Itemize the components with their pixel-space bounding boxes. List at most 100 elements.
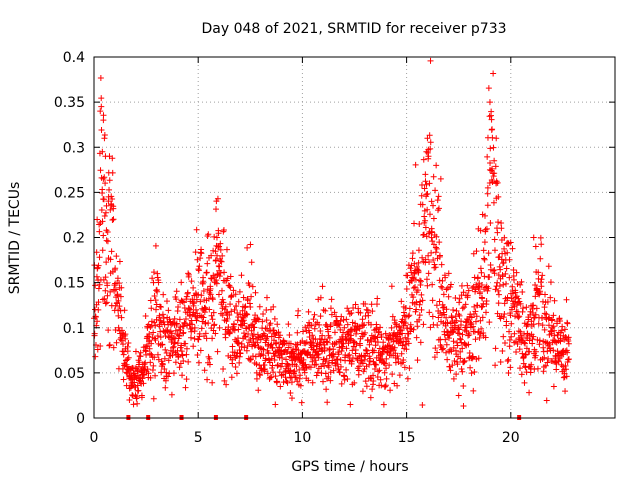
data-point — [471, 369, 478, 376]
data-point — [253, 369, 260, 376]
data-point — [368, 301, 375, 308]
data-point — [302, 324, 309, 331]
data-point — [255, 387, 262, 394]
data-point — [235, 298, 242, 305]
data-point — [150, 395, 157, 402]
data-point — [492, 345, 499, 352]
data-point — [102, 274, 109, 281]
data-point — [423, 276, 430, 283]
data-point — [412, 276, 419, 283]
data-point — [498, 220, 505, 227]
data-point — [169, 352, 176, 359]
data-point — [188, 328, 195, 335]
data-point — [216, 273, 223, 280]
data-point — [526, 348, 533, 355]
data-point — [116, 303, 123, 310]
data-point — [416, 316, 423, 323]
data-point — [492, 362, 499, 369]
data-point — [477, 330, 484, 337]
data-point — [153, 306, 160, 313]
data-point — [490, 70, 497, 77]
data-point — [402, 334, 409, 341]
data-point — [156, 323, 163, 330]
data-point — [356, 363, 363, 370]
data-point — [151, 335, 158, 342]
data-point — [513, 302, 520, 309]
data-point — [380, 339, 387, 346]
data-point — [435, 314, 442, 321]
data-point — [549, 316, 556, 323]
data-point — [564, 320, 571, 327]
data-point — [442, 336, 449, 343]
data-point — [491, 236, 498, 243]
data-point — [198, 292, 205, 299]
data-point — [178, 279, 185, 286]
data-point — [344, 375, 351, 382]
data-point — [476, 288, 483, 295]
data-point — [382, 360, 389, 367]
data-point — [120, 341, 127, 348]
data-point — [545, 355, 552, 362]
data-point — [346, 336, 353, 343]
data-point — [323, 386, 330, 393]
data-point — [376, 328, 383, 335]
data-point — [516, 313, 523, 320]
data-point — [96, 228, 103, 235]
data-point — [145, 370, 152, 377]
data-point — [192, 249, 199, 256]
data-point — [220, 366, 227, 373]
data-point — [288, 379, 295, 386]
data-point — [487, 159, 494, 166]
data-point — [146, 331, 153, 338]
data-point — [411, 260, 418, 267]
data-point — [562, 362, 569, 369]
data-point — [223, 246, 230, 253]
data-point — [162, 333, 169, 340]
data-point — [414, 266, 421, 273]
data-point — [110, 216, 117, 223]
data-point — [336, 344, 343, 351]
data-point — [357, 309, 364, 316]
data-point — [563, 296, 570, 303]
data-point — [480, 247, 487, 254]
data-point — [144, 324, 151, 331]
data-point — [251, 324, 258, 331]
data-point — [280, 379, 287, 386]
data-point — [204, 260, 211, 267]
data-point — [429, 281, 436, 288]
data-point — [485, 285, 492, 292]
data-point — [509, 245, 516, 252]
data-point — [222, 303, 229, 310]
data-point — [538, 283, 545, 290]
data-point — [458, 339, 465, 346]
data-point — [519, 350, 526, 357]
data-point — [506, 274, 513, 281]
data-point — [482, 226, 489, 233]
data-point — [218, 287, 225, 294]
data-point — [176, 333, 183, 339]
data-point — [432, 345, 439, 352]
data-point — [114, 291, 121, 298]
data-point — [488, 116, 495, 123]
data-point — [168, 330, 175, 337]
data-point — [516, 346, 523, 353]
data-point — [244, 297, 251, 304]
data-point — [422, 224, 429, 231]
data-point — [530, 321, 537, 328]
data-point — [504, 294, 511, 301]
data-point — [468, 314, 475, 321]
data-point — [248, 327, 255, 334]
data-point — [109, 216, 116, 223]
data-point — [411, 270, 418, 277]
data-point — [221, 306, 228, 313]
data-point — [485, 85, 492, 92]
data-point — [437, 175, 444, 182]
data-point — [491, 247, 498, 254]
data-point — [424, 135, 431, 142]
data-point — [386, 362, 393, 369]
data-point — [345, 353, 352, 360]
data-point — [182, 316, 189, 323]
data-point — [134, 400, 141, 407]
data-point — [432, 244, 439, 251]
data-point — [183, 376, 190, 383]
